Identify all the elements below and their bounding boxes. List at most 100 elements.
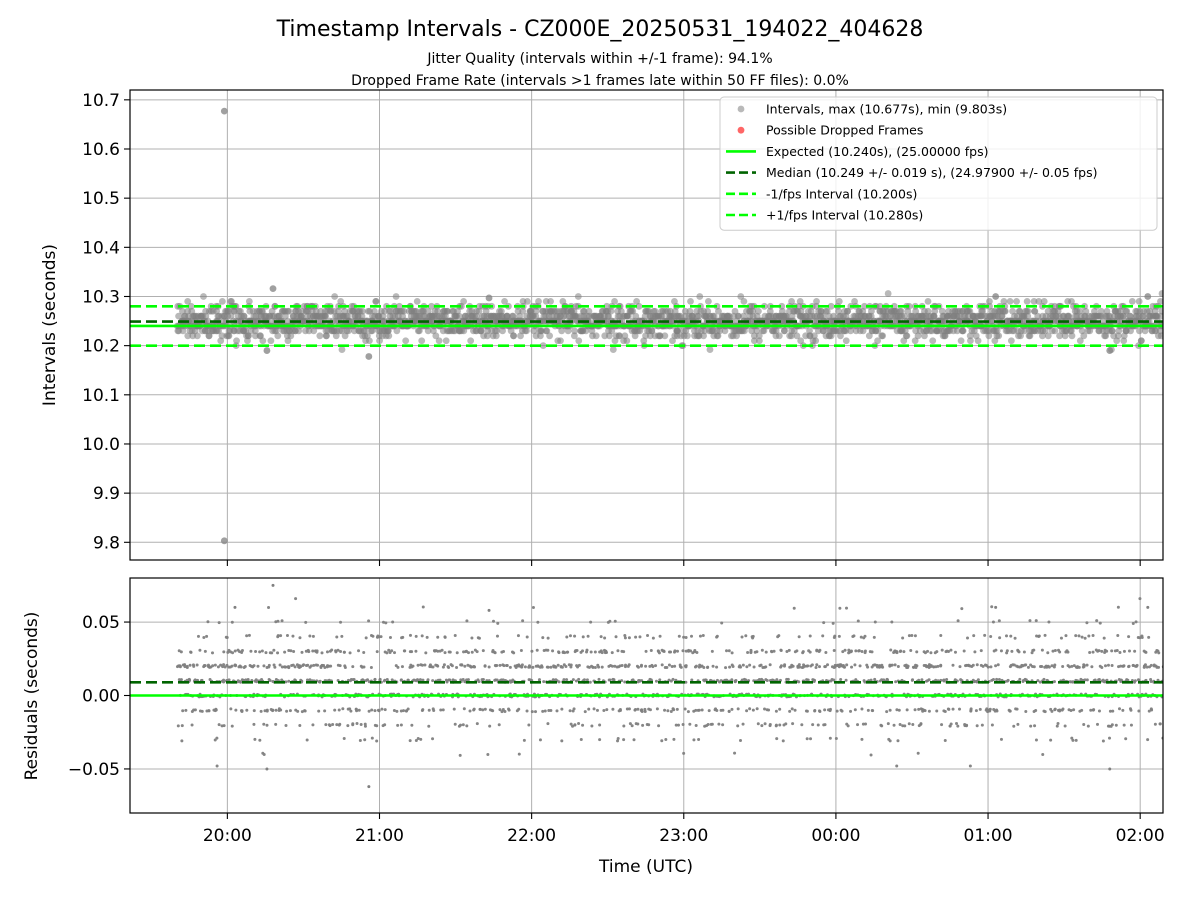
data-point xyxy=(911,722,915,726)
data-point xyxy=(783,663,787,667)
data-point xyxy=(293,678,297,682)
data-point xyxy=(537,678,541,682)
data-point xyxy=(285,307,293,315)
data-point xyxy=(1108,709,1112,713)
data-point xyxy=(755,332,763,340)
data-point xyxy=(1120,337,1128,345)
data-point xyxy=(214,708,218,712)
data-point xyxy=(190,723,194,727)
data-point xyxy=(316,663,320,667)
data-point xyxy=(749,651,753,655)
data-point xyxy=(519,307,527,315)
data-point xyxy=(730,651,734,655)
data-point xyxy=(953,327,961,335)
data-point xyxy=(492,332,500,340)
data-point xyxy=(740,312,747,320)
data-point xyxy=(1036,679,1040,683)
notable-point xyxy=(220,107,228,115)
data-point xyxy=(1044,332,1052,340)
legend-item: Possible Dropped Frames xyxy=(737,123,923,138)
data-point xyxy=(669,650,673,654)
data-point xyxy=(369,665,373,669)
data-point xyxy=(535,298,542,305)
data-point xyxy=(678,663,682,667)
data-point xyxy=(943,709,947,713)
data-point xyxy=(710,312,718,320)
data-point xyxy=(976,678,980,682)
data-point xyxy=(874,337,881,345)
data-point xyxy=(864,722,868,726)
data-point xyxy=(884,290,892,297)
data-point xyxy=(916,751,920,755)
data-point xyxy=(1122,649,1126,653)
data-point xyxy=(331,722,335,726)
data-point xyxy=(818,648,822,652)
data-point xyxy=(974,709,978,713)
data-point xyxy=(1127,635,1131,639)
data-point xyxy=(216,665,220,669)
data-point xyxy=(1028,619,1032,623)
data-point xyxy=(913,708,917,712)
top-y-axis-label: Intervals (seconds) xyxy=(40,244,60,406)
data-point xyxy=(873,677,877,681)
data-point xyxy=(527,664,531,668)
data-point xyxy=(760,724,764,728)
data-point xyxy=(769,649,773,653)
data-point xyxy=(443,635,447,639)
data-point xyxy=(418,678,422,682)
data-point xyxy=(439,708,443,712)
data-point xyxy=(995,709,999,713)
data-point xyxy=(787,648,791,652)
data-point xyxy=(1032,665,1036,669)
intervals-ytick-label: 10.1 xyxy=(82,386,120,406)
data-point xyxy=(549,709,553,713)
data-point xyxy=(898,723,902,727)
data-point xyxy=(1115,648,1119,652)
data-point xyxy=(1007,337,1015,345)
data-point xyxy=(654,664,658,668)
data-point xyxy=(973,650,977,654)
data-point xyxy=(787,332,795,340)
data-point xyxy=(999,737,1003,741)
data-point xyxy=(414,738,418,742)
data-point xyxy=(287,665,291,669)
data-point xyxy=(983,633,987,637)
data-point xyxy=(475,722,479,726)
data-point xyxy=(1116,633,1120,637)
data-point xyxy=(966,307,974,315)
data-point xyxy=(1157,651,1161,655)
data-point xyxy=(318,680,322,684)
data-point xyxy=(381,620,385,624)
data-point xyxy=(378,677,382,681)
data-point xyxy=(546,648,550,652)
data-point xyxy=(1092,708,1096,712)
data-point xyxy=(833,634,837,638)
data-point xyxy=(605,708,609,712)
data-point xyxy=(704,298,712,305)
legend-item: Expected (10.240s), (25.00000 fps) xyxy=(726,144,988,159)
data-point xyxy=(1024,312,1032,320)
data-point xyxy=(971,663,975,667)
data-point xyxy=(728,665,732,669)
data-point xyxy=(1069,709,1073,713)
data-point xyxy=(1038,680,1042,684)
data-point xyxy=(974,337,982,345)
data-point xyxy=(367,619,371,623)
data-point xyxy=(852,634,856,638)
data-point xyxy=(335,635,339,639)
data-point xyxy=(363,724,367,728)
data-point xyxy=(414,649,418,653)
data-point xyxy=(1133,649,1137,653)
data-point xyxy=(689,649,693,653)
data-point xyxy=(1082,723,1086,727)
data-point xyxy=(866,665,870,669)
data-point xyxy=(710,722,714,726)
data-point xyxy=(840,709,844,713)
xtick-label: 20:00 xyxy=(203,826,252,846)
data-point xyxy=(1022,650,1026,654)
legend-item: Intervals, max (10.677s), min (9.803s) xyxy=(737,102,1007,117)
data-point xyxy=(1037,634,1041,638)
data-point xyxy=(956,724,960,728)
data-point xyxy=(991,620,995,624)
data-point xyxy=(1065,312,1073,320)
